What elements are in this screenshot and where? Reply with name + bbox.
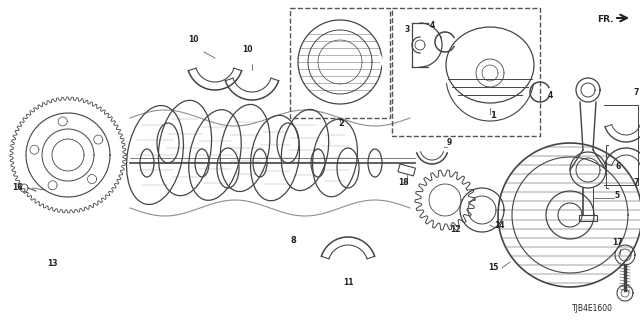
Text: 2: 2 (338, 119, 344, 128)
Text: 3: 3 (405, 25, 410, 34)
Text: 1: 1 (490, 111, 496, 120)
Text: 11: 11 (343, 278, 353, 287)
Text: 13: 13 (47, 260, 58, 268)
Text: 4: 4 (548, 91, 553, 100)
Text: 4: 4 (430, 21, 435, 30)
Text: 12: 12 (450, 225, 461, 234)
Text: 9: 9 (447, 138, 452, 147)
Text: 16: 16 (12, 182, 22, 191)
Text: 15: 15 (488, 263, 499, 272)
Text: 5: 5 (614, 191, 619, 200)
Bar (290, 8, 390, 118)
Text: FR.: FR. (597, 15, 614, 24)
Bar (579, 215, 597, 221)
Text: 7: 7 (634, 178, 639, 187)
Text: 14: 14 (494, 221, 504, 230)
Text: 10: 10 (188, 35, 198, 44)
Text: 10: 10 (242, 45, 253, 54)
Text: 7: 7 (634, 88, 639, 97)
Text: 18: 18 (398, 178, 408, 187)
Text: 17: 17 (612, 238, 623, 247)
Bar (398, 164, 415, 176)
Text: 8: 8 (290, 236, 296, 245)
Bar (392, 8, 540, 136)
Text: TJB4E1600: TJB4E1600 (572, 304, 613, 313)
Text: 6: 6 (616, 162, 621, 171)
